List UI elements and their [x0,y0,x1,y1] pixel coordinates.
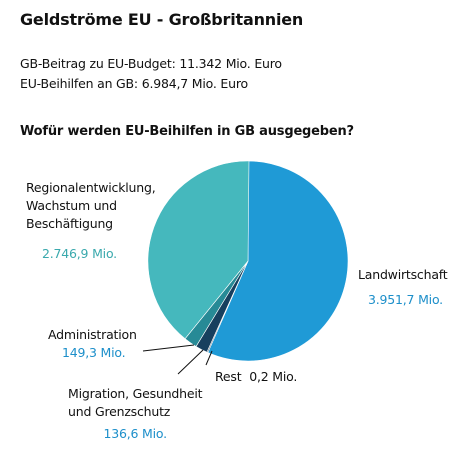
contribution-stat: GB-Beitrag zu EU-Budget: 11.342 Mio. Eur… [20,56,282,71]
value-landwirtschaft: 3.951,7 Mio. [368,292,443,307]
value-administration: 149,3 Mio. [62,345,126,360]
page-title: Geldströme EU - Großbritannien [20,10,304,29]
label-regional-line-1: Regionalentwicklung, [26,180,156,195]
label-landwirtschaft: Landwirtschaft 3.951,7 Mio. [358,266,448,309]
label-administration-name: Administration [48,327,137,342]
subsidies-stat: EU-Beihilfen an GB: 6.984,7 Mio. Euro [20,76,248,91]
label-migration-line-1: Migration, Gesundheit [68,386,203,401]
slice-regional [147,160,250,340]
label-regional: Regionalentwicklung, Wachstum und Beschä… [26,179,156,263]
slice-landwirtschaft [207,160,349,362]
label-rest-name: Rest [215,369,242,384]
value-migration: 136,6 Mio. [103,426,167,441]
label-landwirtschaft-name: Landwirtschaft [358,267,448,282]
label-rest: Rest 0,2 Mio. [215,368,297,386]
leader-line-rest [205,350,213,366]
value-regional: 2.746,9 Mio. [42,246,117,261]
label-regional-line-3: Beschäftigung [26,216,113,231]
value-rest: 0,2 Mio. [249,369,298,384]
label-regional-line-2: Wachstum und [26,198,117,213]
pie-slices [147,160,349,362]
leader-line-administration [142,344,195,352]
label-administration: Administration 149,3 Mio. [48,326,137,362]
label-migration-line-2: und Grenzschutz [68,404,171,419]
label-migration: Migration, Gesundheit und Grenzschutz 13… [68,385,203,443]
leader-line-migration [177,349,204,375]
chart-subtitle: Wofür werden EU-Beihilfen in GB ausgegeb… [20,124,354,139]
